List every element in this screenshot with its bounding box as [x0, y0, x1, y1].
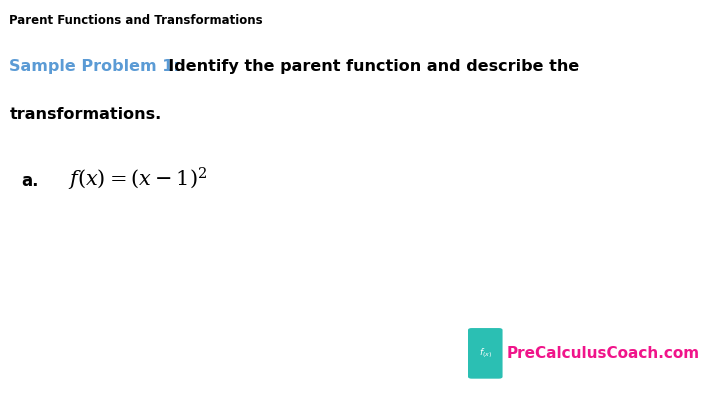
- Text: a.: a.: [22, 172, 39, 190]
- Text: $f(x) = (x-1)^2$: $f(x) = (x-1)^2$: [68, 166, 207, 193]
- FancyBboxPatch shape: [468, 328, 503, 379]
- Text: Identify the parent function and describe the: Identify the parent function and describ…: [157, 59, 579, 74]
- Text: $f_{(x)}$: $f_{(x)}$: [479, 346, 492, 360]
- Text: Parent Functions and Transformations: Parent Functions and Transformations: [9, 14, 263, 27]
- Text: PreCalculusCoach.com: PreCalculusCoach.com: [506, 346, 699, 361]
- Text: Sample Problem 1:: Sample Problem 1:: [9, 59, 180, 74]
- Text: transformations.: transformations.: [9, 107, 161, 122]
